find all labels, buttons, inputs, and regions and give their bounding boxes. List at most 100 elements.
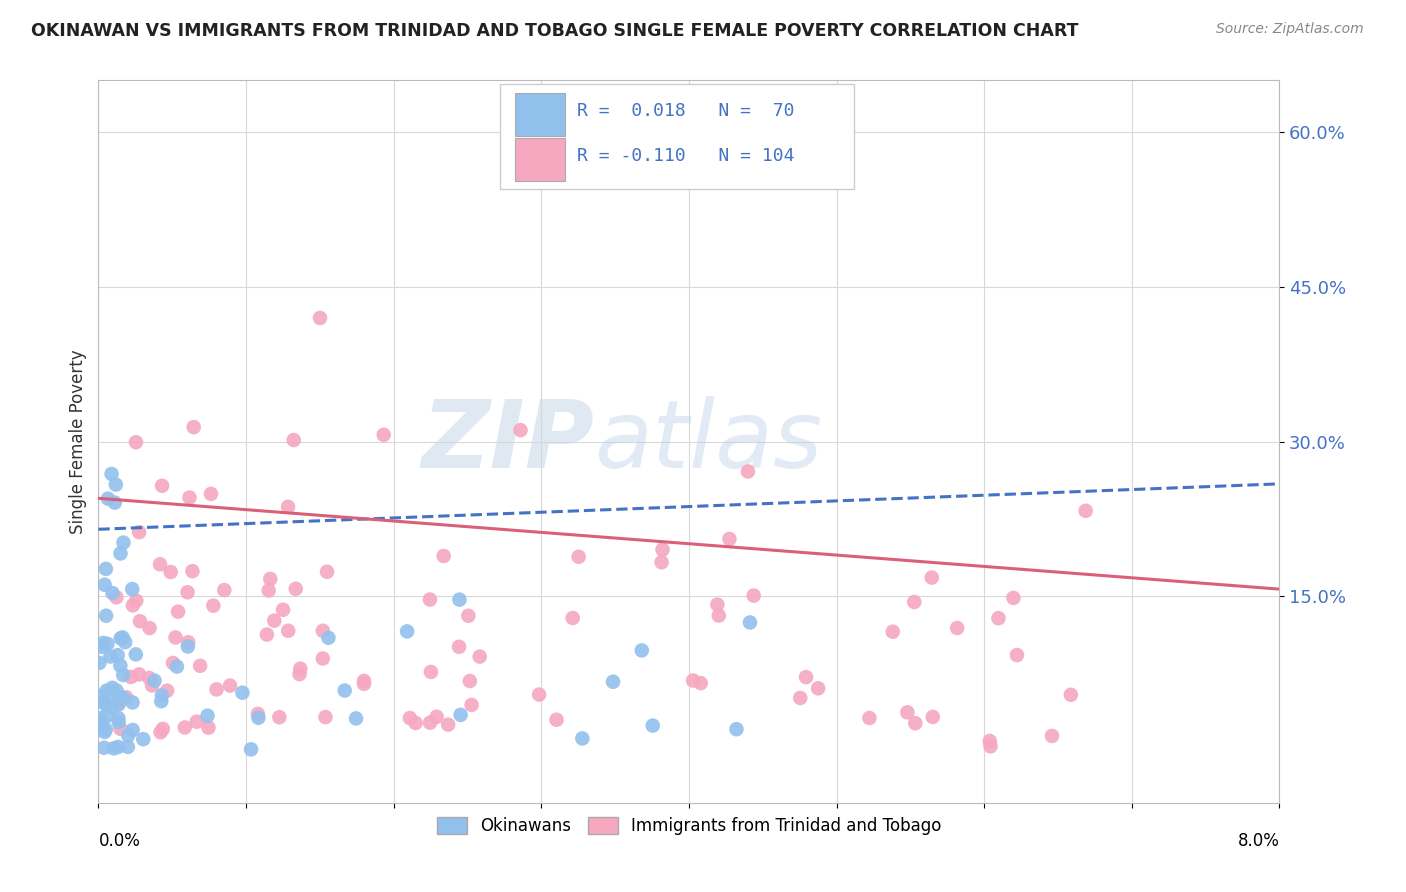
Text: R =  0.018   N =  70: R = 0.018 N = 70 — [576, 102, 794, 120]
Point — [896, 706, 918, 720]
Point — [450, 707, 472, 722]
Point — [93, 578, 115, 592]
Point — [447, 640, 470, 654]
Point — [1005, 648, 1028, 662]
Point — [259, 572, 281, 586]
Point — [742, 589, 765, 603]
Point — [96, 637, 118, 651]
Point — [107, 696, 129, 710]
Point — [117, 739, 139, 754]
Point — [107, 698, 129, 712]
Point — [138, 621, 160, 635]
Point — [269, 710, 291, 724]
Point — [110, 632, 132, 646]
Point — [344, 711, 367, 725]
Point — [121, 723, 143, 737]
Point — [420, 665, 443, 679]
Point — [149, 558, 172, 572]
Point — [290, 662, 312, 676]
Point — [94, 562, 117, 576]
Point — [256, 627, 278, 641]
Point — [93, 696, 115, 710]
Point — [405, 716, 427, 731]
Text: 0.0%: 0.0% — [98, 831, 141, 850]
Point — [91, 640, 114, 654]
Y-axis label: Single Female Poverty: Single Female Poverty — [69, 350, 87, 533]
Point — [117, 729, 139, 743]
Point — [433, 549, 456, 563]
Point — [277, 624, 299, 638]
Point — [682, 673, 704, 688]
Point — [110, 691, 132, 706]
Point — [101, 686, 124, 700]
Point — [121, 599, 143, 613]
Point — [353, 673, 375, 688]
Point — [91, 715, 114, 730]
Text: ZIP: ZIP — [422, 395, 595, 488]
Point — [183, 420, 205, 434]
Point — [150, 688, 173, 702]
Point — [725, 722, 748, 736]
Point — [93, 725, 115, 739]
Point — [419, 715, 441, 730]
FancyBboxPatch shape — [501, 84, 855, 189]
Point — [460, 698, 482, 712]
Point — [97, 491, 120, 506]
Point — [651, 555, 673, 569]
Point — [309, 310, 332, 325]
Point — [105, 591, 128, 605]
Point — [449, 592, 471, 607]
Point — [166, 659, 188, 673]
Point — [789, 690, 811, 705]
Point — [1002, 591, 1025, 605]
Point — [353, 677, 375, 691]
Point — [94, 698, 117, 712]
Point — [115, 690, 138, 705]
Point — [602, 674, 624, 689]
Point — [93, 740, 115, 755]
Point — [706, 598, 728, 612]
Point — [103, 741, 125, 756]
Point — [112, 690, 135, 705]
Text: R = -0.110   N = 104: R = -0.110 N = 104 — [576, 147, 794, 165]
Point — [1074, 504, 1097, 518]
Point — [150, 479, 173, 493]
Point — [110, 546, 132, 560]
Point — [112, 668, 135, 682]
Point — [271, 603, 294, 617]
Point — [987, 611, 1010, 625]
Text: OKINAWAN VS IMMIGRANTS FROM TRINIDAD AND TOBAGO SINGLE FEMALE POVERTY CORRELATIO: OKINAWAN VS IMMIGRANTS FROM TRINIDAD AND… — [31, 22, 1078, 40]
Point — [152, 722, 174, 736]
Point — [149, 725, 172, 739]
Point — [568, 549, 591, 564]
Point — [110, 658, 132, 673]
FancyBboxPatch shape — [516, 93, 565, 136]
Point — [904, 716, 927, 731]
Text: atlas: atlas — [595, 396, 823, 487]
Point — [333, 683, 356, 698]
Point — [165, 631, 187, 645]
Point — [312, 651, 335, 665]
Point — [231, 686, 253, 700]
Point — [903, 595, 925, 609]
Point — [561, 611, 583, 625]
Point — [197, 708, 219, 723]
Point — [1060, 688, 1083, 702]
Point — [177, 640, 200, 654]
Point — [318, 631, 340, 645]
Point — [91, 636, 114, 650]
Point — [277, 500, 299, 514]
Point — [858, 711, 880, 725]
Point — [314, 710, 336, 724]
Point — [176, 585, 198, 599]
Point — [794, 670, 817, 684]
Point — [159, 565, 181, 579]
Point — [546, 713, 568, 727]
Point — [257, 583, 280, 598]
Point — [468, 649, 491, 664]
Point — [186, 714, 208, 729]
Point — [125, 648, 148, 662]
Point — [188, 658, 211, 673]
Point — [419, 592, 441, 607]
Point — [1040, 729, 1063, 743]
